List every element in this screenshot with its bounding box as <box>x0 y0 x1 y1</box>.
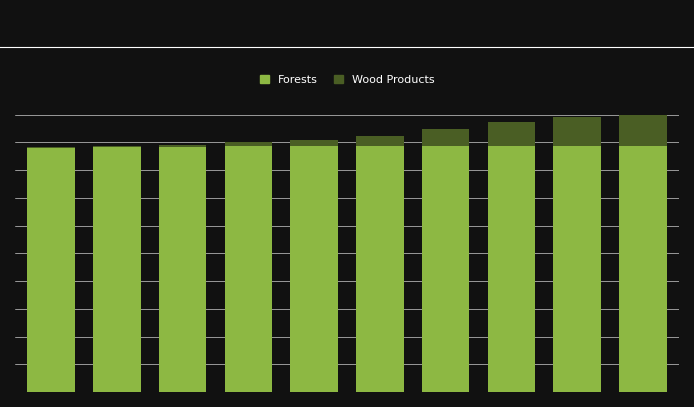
Bar <box>422 146 469 392</box>
Bar <box>488 123 535 146</box>
Bar <box>619 112 666 146</box>
Bar <box>619 146 666 392</box>
Bar <box>225 146 272 392</box>
Bar <box>93 146 141 147</box>
Legend: Forests, Wood Products: Forests, Wood Products <box>255 70 439 89</box>
Bar <box>291 146 338 392</box>
Bar <box>356 136 403 146</box>
Bar <box>553 117 601 146</box>
Bar <box>159 147 206 392</box>
Bar <box>422 129 469 146</box>
Bar <box>225 142 272 146</box>
Bar <box>28 147 75 148</box>
Bar <box>159 144 206 147</box>
Bar <box>93 147 141 392</box>
Bar <box>356 146 403 392</box>
Bar <box>553 146 601 392</box>
Bar <box>291 140 338 146</box>
Bar <box>488 146 535 392</box>
Bar <box>28 148 75 392</box>
